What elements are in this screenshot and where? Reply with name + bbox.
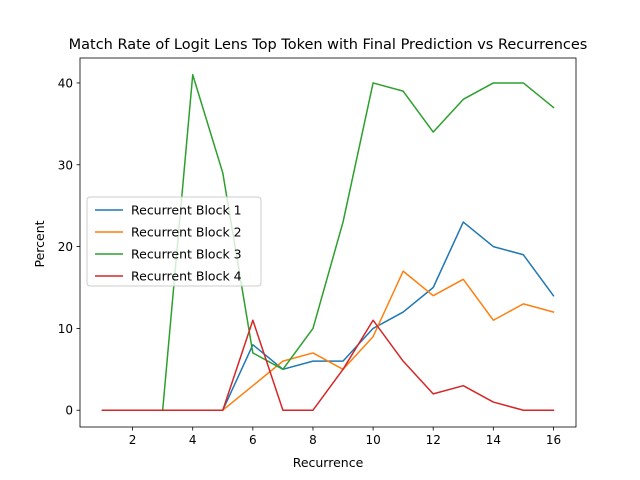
- legend-label-4: Recurrent Block 4: [131, 269, 242, 284]
- series-line-4: [101, 319, 555, 411]
- legend-label-2: Recurrent Block 2: [131, 225, 242, 240]
- y-tick-label: 10: [58, 322, 73, 336]
- x-axis-label: Recurrence: [293, 455, 364, 470]
- y-tick-label: 40: [58, 76, 73, 90]
- y-tick-label: 30: [58, 158, 73, 172]
- x-tick-label: 16: [546, 433, 561, 447]
- y-tick-label: 0: [65, 404, 73, 418]
- legend-label-3: Recurrent Block 3: [131, 247, 242, 262]
- legend-box: [86, 196, 262, 287]
- y-axis-label: Percent: [32, 220, 47, 267]
- legend: Recurrent Block 1 Recurrent Block 2 Recurr…: [86, 196, 262, 287]
- y-tick-label: 20: [58, 240, 73, 254]
- chart-title: Match Rate of Logit Lens Top Token with …: [69, 37, 588, 53]
- axes: 2 4 6 8 10 12 14 16 0 10 20 30 40: [58, 57, 577, 447]
- axes-frame: [79, 57, 577, 428]
- x-tick-label: 6: [249, 433, 257, 447]
- x-tick-label: 12: [426, 433, 441, 447]
- x-tick-label: 14: [486, 433, 501, 447]
- legend-label-1: Recurrent Block 1: [131, 203, 242, 218]
- x-tick-label: 10: [365, 433, 380, 447]
- x-tick-label: 8: [309, 433, 317, 447]
- x-tick-label: 2: [129, 433, 137, 447]
- x-tick-label: 4: [189, 433, 197, 447]
